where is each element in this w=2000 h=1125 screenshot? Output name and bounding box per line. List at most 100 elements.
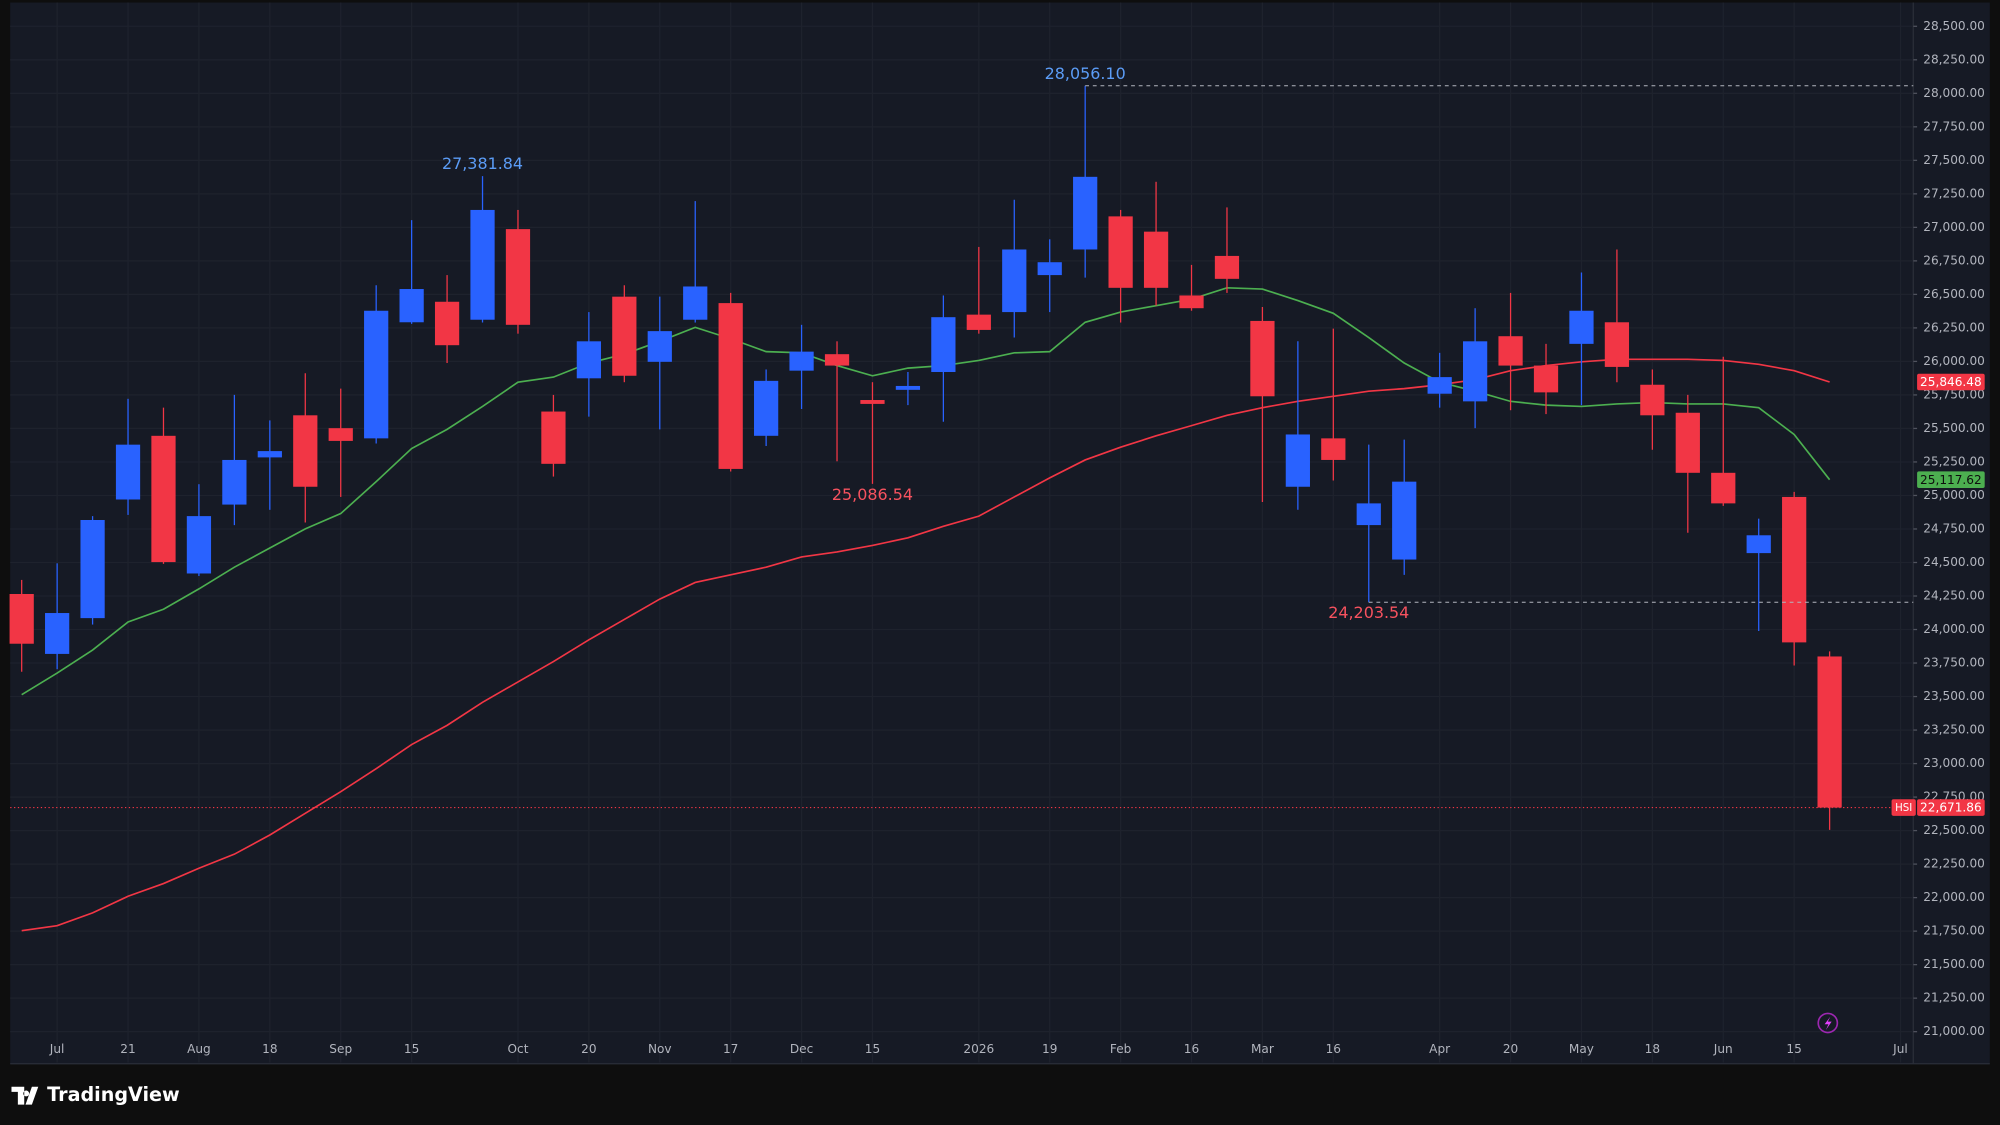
candle-body (541, 411, 566, 464)
x-tick-label: Oct (508, 1042, 529, 1056)
candle-body (1143, 231, 1169, 288)
candle-body (434, 301, 460, 346)
candle-body (1569, 310, 1594, 344)
y-tick-label: 26,500.00 (1923, 287, 1985, 301)
y-tick-label: 28,500.00 (1923, 19, 1985, 33)
y-tick-label: 27,000.00 (1923, 220, 1985, 234)
y-tick-label: 21,500.00 (1923, 957, 1985, 971)
y-tick-label: 24,000.00 (1923, 622, 1985, 636)
x-tick-label: Dec (790, 1042, 813, 1056)
x-tick-label: 19 (1042, 1042, 1057, 1056)
candle-body (1817, 656, 1842, 808)
candle-body (1002, 249, 1027, 313)
y-tick-label: 24,750.00 (1923, 521, 1985, 535)
candle-body (1427, 377, 1452, 394)
candle-body (1782, 496, 1807, 643)
candle-body (647, 331, 672, 362)
last-price-tag: 22,671.86 (1920, 801, 1982, 815)
x-tick-label: 20 (1503, 1042, 1518, 1056)
candle-body (1037, 262, 1062, 276)
moving-average (21, 286, 1831, 696)
candle-body (1321, 438, 1346, 460)
x-tick-label: 21 (120, 1042, 135, 1056)
brand[interactable]: TradingView (11, 1083, 180, 1106)
candle-body (683, 286, 708, 320)
extreme-label: 24,203.54 (1328, 603, 1409, 622)
candle-body (470, 209, 495, 320)
candle-body (1604, 322, 1630, 367)
brand-logo (11, 1086, 39, 1105)
y-tick-label: 21,000.00 (1923, 1024, 1985, 1038)
y-tick-label: 23,500.00 (1923, 689, 1985, 703)
candle-body (328, 428, 353, 441)
candle-body (9, 593, 34, 644)
replay-icon[interactable] (1817, 1012, 1839, 1034)
candle-body (293, 415, 318, 487)
y-tick-label: 27,500.00 (1923, 153, 1985, 167)
candle-body (754, 380, 779, 436)
candle-body (505, 229, 531, 325)
extreme-label: 27,381.84 (442, 154, 523, 173)
y-tick-label: 23,750.00 (1923, 656, 1985, 670)
x-tick-label: 16 (1184, 1042, 1199, 1056)
candle-body (1711, 472, 1736, 504)
candle-body (895, 385, 921, 390)
chart-pane (10, 2, 1990, 1064)
y-tick-label: 23,250.00 (1923, 723, 1985, 737)
symbol-tag: HSI (1895, 803, 1912, 814)
x-tick-label: Apr (1429, 1042, 1450, 1056)
x-tick-label: 15 (404, 1042, 419, 1056)
candle-body (1179, 295, 1204, 309)
y-tick-label: 22,000.00 (1923, 890, 1985, 904)
y-tick-label: 23,000.00 (1923, 756, 1985, 770)
x-tick-label: 20 (581, 1042, 596, 1056)
x-tick-label: 2026 (963, 1042, 994, 1056)
candle-body (364, 310, 389, 439)
x-tick-label: Jul (49, 1042, 65, 1056)
candle-body (1498, 336, 1523, 366)
candle-body (1250, 320, 1275, 397)
candle-body (1108, 216, 1133, 288)
candle-body (1356, 503, 1381, 526)
x-tick-label: Nov (648, 1042, 672, 1056)
candle-body (789, 351, 814, 371)
y-tick-label: 24,250.00 (1923, 589, 1985, 603)
grid (10, 2, 1914, 1063)
y-tick-label: 25,250.00 (1923, 454, 1985, 468)
candle-body (824, 354, 850, 366)
candle-body (576, 341, 601, 379)
x-tick-label: 17 (723, 1042, 738, 1056)
candle-body (45, 613, 70, 654)
brand-name: TradingView (47, 1083, 180, 1106)
x-tick-label: Jun (1713, 1042, 1733, 1056)
x-tick-label: Aug (187, 1042, 211, 1056)
axes: 21,000.00 21,250.00 21,500.00 21,750.00 22,0… (49, 19, 1985, 1056)
icon-circle (1817, 1012, 1839, 1034)
candle-body (1392, 481, 1417, 560)
y-tick-label: 26,750.00 (1923, 253, 1985, 267)
y-tick-label: 21,750.00 (1923, 924, 1985, 938)
candle-body (718, 303, 743, 469)
candle-body (1462, 341, 1488, 402)
x-tick-label: May (1569, 1042, 1594, 1056)
candle-body (257, 451, 282, 458)
y-tick-label: 27,250.00 (1923, 186, 1985, 200)
candle-body (399, 289, 424, 323)
symbol-tag-bg (1891, 799, 1916, 816)
y-tick-label: 26,000.00 (1923, 354, 1985, 368)
candle-body (1533, 365, 1559, 393)
icon-bolt (1824, 1016, 1832, 1030)
candle-body (860, 400, 885, 404)
x-tick-label: Feb (1110, 1042, 1132, 1056)
y-tick-label: 27,750.00 (1923, 119, 1985, 133)
extreme-label: 28,056.10 (1045, 64, 1126, 83)
ma-price-tag-bg (1917, 373, 1985, 391)
candle-body (1073, 176, 1098, 250)
y-tick-label: 26,250.00 (1923, 320, 1985, 334)
y-tick-label: 28,000.00 (1923, 86, 1985, 100)
candle-body (1285, 434, 1310, 487)
y-tick-label: 25,750.00 (1923, 387, 1985, 401)
candle-body (1214, 255, 1240, 279)
x-tick-label: 15 (865, 1042, 880, 1056)
